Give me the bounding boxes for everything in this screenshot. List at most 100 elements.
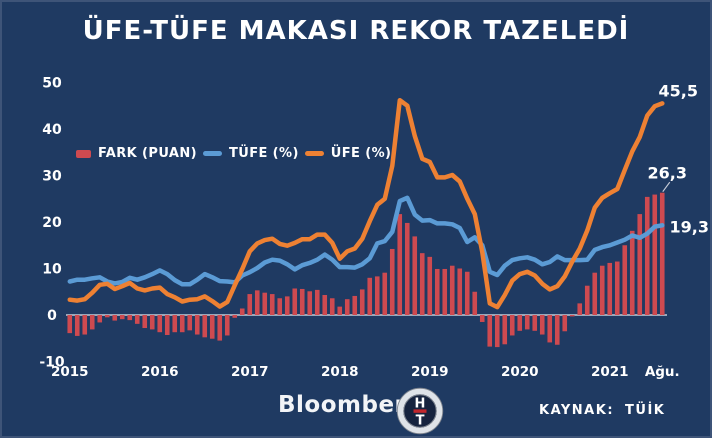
fark-bar (442, 268, 448, 315)
fark-bar (89, 315, 95, 330)
label-connector-line (662, 181, 671, 193)
fark-bar (554, 315, 560, 345)
fark-bar (119, 315, 125, 320)
fark-bar (404, 222, 410, 315)
y-tick-label: 20 (42, 215, 62, 231)
fark-bar (209, 315, 215, 339)
x-axis-ticks: 2015 2016 2017 2018 2019 2020 2021 Ağu. (51, 364, 680, 380)
fark-bar (254, 290, 260, 315)
fark-bar (134, 315, 140, 324)
x-tick-label: 2015 (51, 364, 89, 380)
fark-bar (494, 315, 500, 348)
fark-bar (419, 253, 425, 315)
fark-bar (479, 315, 485, 322)
fark-bar (584, 285, 590, 315)
fark-bar (337, 306, 343, 315)
source-label: KAYNAK: TÜİK (539, 403, 666, 418)
fark-bar (412, 236, 418, 315)
legend-label-tufe: TÜFE (%) (228, 146, 299, 161)
fark-bar (344, 299, 350, 315)
fark-bar (622, 245, 628, 315)
end-value-labels: 45,5 26,3 19,3 (648, 81, 709, 236)
fark-bar (397, 214, 403, 315)
fark-bar (247, 294, 253, 315)
bar-swatch-icon (76, 149, 91, 158)
end-value-label: 26,3 (648, 164, 687, 183)
fark-bar (194, 315, 200, 335)
fark-bar (352, 295, 358, 315)
fark-bar (382, 272, 388, 315)
fark-bar (472, 291, 478, 315)
y-tick-label: 50 (42, 76, 62, 92)
fark-bar (607, 262, 613, 315)
fark-bar (232, 315, 238, 318)
fark-bar (374, 276, 380, 315)
fark-bar (359, 289, 365, 315)
fark-bar (502, 315, 508, 345)
fark-bar (652, 194, 658, 315)
fark-bar (329, 298, 335, 315)
fark-bar (389, 248, 395, 315)
fark-bar (224, 315, 230, 336)
chart-legend: FARK (PUAN) TÜFE (%) ÜFE (%) (76, 146, 397, 161)
tufe-line (67, 195, 665, 287)
fark-bar (314, 289, 320, 315)
fark-bar (112, 315, 118, 321)
fark-bar (427, 256, 433, 315)
fark-bar (179, 315, 185, 333)
fark-bar (367, 277, 373, 315)
fark-bar (659, 192, 665, 315)
fark-bar (539, 315, 545, 335)
fark-bar (509, 315, 515, 336)
fark-bar (449, 265, 455, 315)
fark-bar (142, 315, 148, 329)
fark-bar (614, 261, 620, 315)
fark-bar (217, 315, 223, 341)
fark-bar (592, 272, 598, 315)
fark-bar (524, 315, 530, 330)
legend-label-ufe: ÜFE (%) (330, 146, 392, 161)
fark-bar (457, 268, 463, 315)
legend-item-tufe: TÜFE (%) (202, 146, 299, 161)
fark-bar (284, 296, 290, 315)
fark-bar (187, 315, 193, 331)
fark-bar (149, 315, 155, 330)
chart-title: ÜFE-TÜFE MAKASI REKOR TAZELEDİ (82, 16, 630, 46)
logo-red-bar (413, 409, 427, 413)
x-tick-label: 2017 (231, 364, 269, 380)
y-tick-label: 10 (42, 262, 62, 278)
fark-bar (127, 315, 133, 321)
x-tick-label: 2020 (501, 364, 539, 380)
fark-bar (322, 295, 328, 315)
fark-bar (299, 288, 305, 315)
fark-bar (547, 315, 553, 343)
y-tick-label: 30 (42, 169, 62, 185)
fark-bar (629, 230, 635, 315)
fark-bar (262, 292, 268, 315)
bloomberg-ht-logo-icon: H T (396, 387, 444, 435)
fark-bar (644, 196, 650, 315)
fark-bar (269, 294, 275, 315)
fark-bar (464, 271, 470, 315)
logo-letter-h: H (415, 397, 426, 412)
y-axis-ticks: 50 40 30 20 10 0 -10 (39, 76, 65, 371)
end-value-label: 19,3 (670, 217, 709, 236)
fark-bar (74, 315, 80, 336)
fark-bar (82, 315, 88, 335)
x-tick-label: 2019 (411, 364, 449, 380)
fark-bar (434, 268, 440, 315)
fark-bar (157, 315, 163, 333)
fark-bar (97, 315, 103, 323)
fark-bar (239, 308, 245, 315)
ufe-line (67, 97, 665, 310)
line-swatch-icon (202, 151, 222, 156)
y-tick-label: 40 (42, 122, 62, 138)
fark-bars (67, 192, 665, 348)
x-tick-label: Ağu. (645, 364, 680, 380)
fark-bar (569, 315, 575, 317)
line-swatch-icon (304, 151, 324, 156)
fark-bar (577, 303, 583, 315)
legend-item-ufe: ÜFE (%) (304, 146, 392, 161)
